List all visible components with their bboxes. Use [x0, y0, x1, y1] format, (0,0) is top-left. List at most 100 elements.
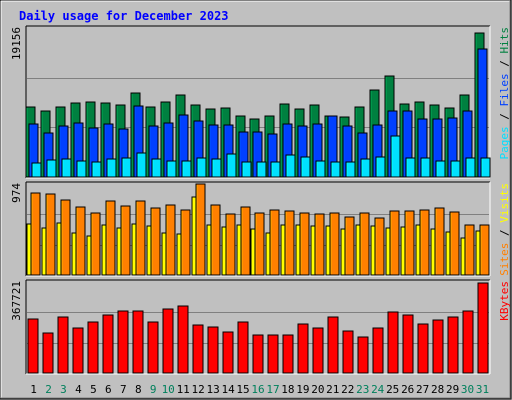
bar-pages-day-8 — [136, 152, 147, 178]
bar-sites-day-10 — [165, 204, 176, 276]
bar-pages-day-3 — [61, 158, 72, 178]
bar-pages-day-29 — [450, 160, 461, 178]
panel-bot: 367721 — [10, 279, 491, 375]
bar-sites-day-30 — [464, 224, 475, 276]
bar-pages-day-2 — [46, 159, 57, 178]
x-tick-label-day-16: 16 — [251, 383, 264, 396]
bar-pages-day-27 — [420, 157, 431, 178]
bar-kbytes-day-9 — [147, 321, 159, 374]
bar-sites-day-9 — [150, 207, 161, 276]
bar-kbytes-day-6 — [102, 314, 114, 374]
chart-title: Daily usage for December 2023 — [19, 9, 229, 23]
bar-kbytes-day-19 — [297, 323, 309, 374]
x-tick-label-day-22: 22 — [341, 383, 354, 396]
x-tick-label-day-2: 2 — [45, 383, 52, 396]
bar-sites-day-8 — [135, 200, 146, 276]
x-tick-label-day-28: 28 — [431, 383, 444, 396]
bar-pages-day-13 — [211, 158, 222, 178]
bar-sites-day-14 — [225, 213, 236, 276]
bar-sites-day-12 — [195, 183, 206, 276]
panel-mid: 974 — [10, 181, 491, 277]
bar-sites-day-5 — [90, 212, 101, 276]
x-tick-label-day-26: 26 — [401, 383, 414, 396]
bar-pages-day-28 — [435, 160, 446, 178]
bar-kbytes-day-21 — [327, 316, 339, 374]
legend-pages: Pages — [498, 126, 511, 159]
bar-pages-day-16 — [256, 161, 267, 178]
legend-separator: / — [498, 223, 511, 243]
bar-sites-day-15 — [240, 206, 251, 276]
bar-pages-day-17 — [270, 161, 281, 178]
bar-sites-day-28 — [434, 207, 445, 276]
bar-kbytes-day-23 — [357, 336, 369, 374]
bar-kbytes-day-15 — [237, 321, 249, 374]
bar-pages-day-24 — [375, 156, 386, 178]
x-tick-label-day-23: 23 — [356, 383, 369, 396]
x-tick-label-day-4: 4 — [75, 383, 82, 396]
bar-kbytes-day-17 — [267, 334, 279, 374]
bar-kbytes-day-24 — [372, 327, 384, 374]
bar-kbytes-day-7 — [117, 310, 129, 374]
x-tick-label-day-10: 10 — [162, 383, 175, 396]
bar-pages-day-20 — [315, 160, 326, 178]
x-tick-label-day-19: 19 — [296, 383, 309, 396]
legend-sites: Sites — [498, 243, 511, 276]
bar-sites-day-25 — [389, 210, 400, 276]
bar-kbytes-day-18 — [282, 334, 294, 374]
bar-sites-day-18 — [284, 210, 295, 276]
legend-labels: Pages / Files / Hits Sites / Visits KBytes — [498, 27, 511, 321]
x-tick-label-day-31: 31 — [476, 383, 489, 396]
bar-kbytes-day-22 — [342, 330, 354, 374]
bar-pages-day-9 — [151, 158, 162, 178]
bar-kbytes-day-4 — [72, 327, 84, 374]
bar-pages-day-26 — [405, 157, 416, 178]
bar-pages-day-7 — [121, 157, 132, 178]
bar-kbytes-day-11 — [177, 305, 189, 374]
bar-sites-day-3 — [60, 199, 71, 276]
legend-hits: Hits — [498, 27, 511, 54]
bar-kbytes-day-14 — [222, 331, 234, 374]
bar-pages-day-12 — [196, 157, 207, 178]
bar-pages-day-1 — [31, 162, 42, 178]
x-tick-label-day-8: 8 — [135, 383, 142, 396]
bar-kbytes-day-28 — [432, 319, 444, 374]
x-tick-label-day-25: 25 — [386, 383, 399, 396]
bar-pages-day-21 — [330, 161, 341, 178]
bar-pages-day-14 — [226, 153, 237, 178]
legend-separator: / — [498, 107, 511, 127]
x-tick-label-day-17: 17 — [266, 383, 279, 396]
legend-mid: Sites / Visits — [498, 183, 511, 276]
x-tick-label-day-6: 6 — [105, 383, 112, 396]
bar-kbytes-day-27 — [417, 323, 429, 374]
bar-kbytes-day-1 — [27, 318, 39, 374]
x-tick-label-day-1: 1 — [30, 383, 37, 396]
panel-top: 19156 — [10, 25, 491, 179]
panel-top-ymax-label: 19156 — [10, 27, 23, 60]
bar-pages-day-5 — [91, 161, 102, 178]
x-tick-label-day-20: 20 — [311, 383, 324, 396]
bar-kbytes-day-2 — [42, 332, 54, 374]
x-tick-label-day-5: 5 — [90, 383, 97, 396]
bar-sites-day-13 — [210, 204, 221, 276]
x-tick-label-day-11: 11 — [177, 383, 190, 396]
legend-kbytes: KBytes — [498, 281, 511, 321]
legend-files: Files — [498, 73, 511, 106]
bar-kbytes-day-30 — [462, 310, 474, 374]
bar-pages-day-6 — [106, 158, 117, 178]
bar-pages-day-10 — [166, 160, 177, 178]
bar-kbytes-day-5 — [87, 321, 99, 374]
bar-pages-day-31 — [480, 157, 491, 178]
bar-sites-day-1 — [30, 192, 41, 276]
bar-sites-day-31 — [479, 224, 490, 276]
legend-separator: / — [498, 54, 511, 74]
bar-sites-day-11 — [180, 209, 191, 276]
legend-visits: Visits — [498, 183, 511, 223]
x-tick-label-day-30: 30 — [461, 383, 474, 396]
bar-kbytes-day-13 — [207, 326, 219, 374]
bar-kbytes-day-29 — [447, 316, 459, 374]
x-tick-label-day-13: 13 — [206, 383, 219, 396]
bar-sites-day-19 — [299, 212, 310, 276]
bar-sites-day-20 — [314, 213, 325, 276]
bar-sites-day-29 — [449, 211, 460, 276]
